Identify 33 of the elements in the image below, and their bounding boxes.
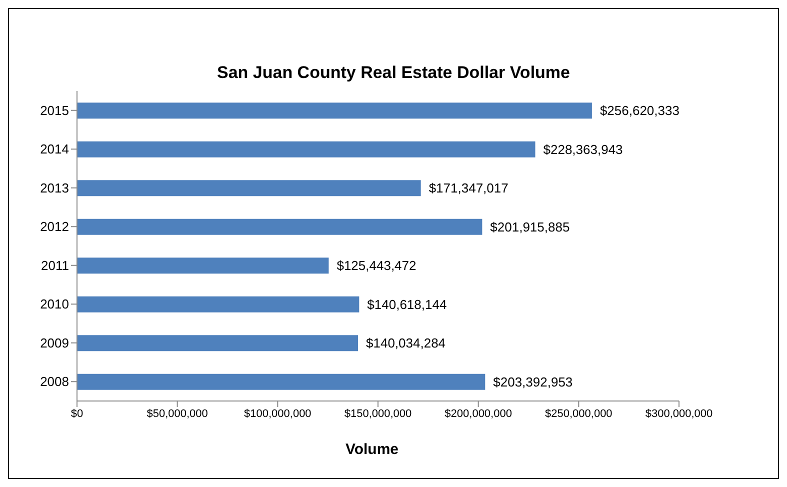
data-label: $125,443,472	[336, 258, 416, 274]
y-tick-label: 2008	[40, 374, 69, 390]
data-label: $256,620,333	[600, 103, 680, 118]
bar	[77, 180, 421, 196]
x-tick-label: $300,000,000	[645, 408, 713, 420]
y-tick-label: 2014	[40, 142, 69, 157]
bar	[77, 374, 486, 390]
bar	[77, 102, 592, 119]
y-tick-label: 2009	[40, 335, 69, 350]
y-tick-label: 2013	[40, 180, 69, 196]
y-tick-label: 2010	[40, 296, 69, 312]
data-label: $201,915,885	[490, 219, 570, 234]
bar	[77, 296, 360, 312]
y-tick-label: 2015	[40, 102, 69, 118]
bar	[77, 141, 536, 158]
data-label: $228,363,943	[543, 142, 623, 157]
bar	[77, 335, 358, 352]
bar	[77, 258, 329, 274]
data-label: $140,618,144	[367, 296, 447, 312]
y-tick-label: 2012	[40, 219, 69, 234]
data-label: $171,347,017	[428, 180, 508, 196]
x-tick-label: $50,000,000	[146, 408, 208, 420]
data-label: $140,034,284	[366, 336, 446, 351]
y-tick-label: 2011	[41, 258, 69, 273]
x-tick-label: $150,000,000	[344, 408, 412, 420]
data-label: $203,392,953	[493, 374, 573, 390]
x-tick-label: $100,000,000	[244, 408, 312, 420]
x-tick-label: $200,000,000	[444, 408, 512, 420]
x-tick-label: $0	[70, 408, 84, 420]
bar	[77, 218, 482, 235]
x-tick-label: $250,000,000	[545, 408, 612, 420]
x-axis-title: Volume	[344, 441, 400, 458]
chart-title: San Juan County Real Estate Dollar Volume	[216, 63, 571, 83]
